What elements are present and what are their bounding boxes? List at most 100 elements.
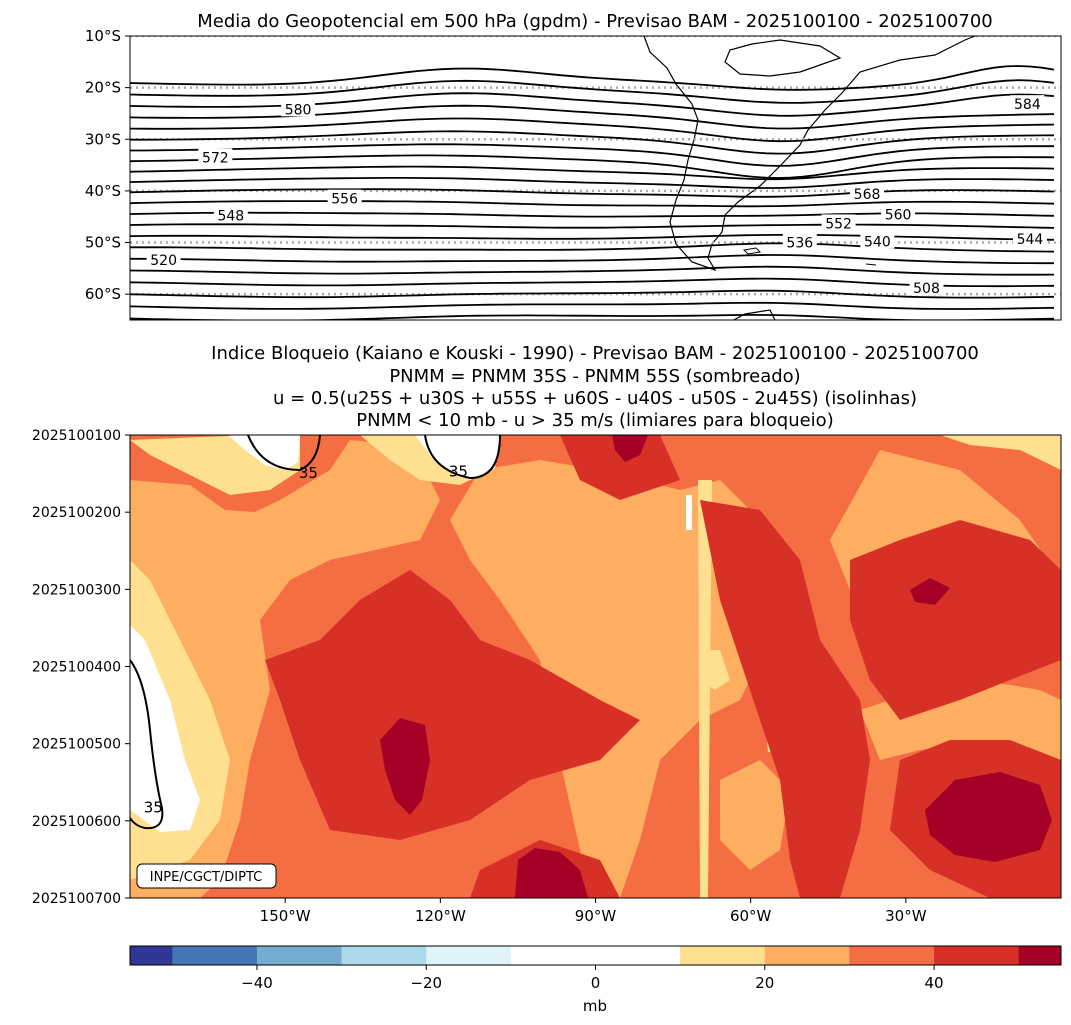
colorbar-segment (130, 946, 173, 965)
lon-tick-label: 150°W (260, 907, 311, 925)
colorbar-segment (764, 946, 850, 965)
colorbar: −40 −20 0 20 40 mb (129, 945, 1062, 1015)
date-tick-label: 2025100100 (32, 428, 121, 444)
colorbar-ticks: −40 −20 0 20 40 (241, 965, 944, 992)
colorbar-tick-label: −20 (410, 974, 442, 992)
bottom-title-line-1: Indice Bloqueio (Kaiano e Kouski - 1990)… (211, 343, 979, 364)
colorbar-segment (426, 946, 512, 965)
field-50plus-southeast (925, 772, 1052, 862)
colorbar-segment (849, 946, 935, 965)
geopotential-isoline (130, 154, 1055, 179)
lat-tick-label: 60°S (85, 285, 121, 303)
geopotential-isoline (130, 265, 1055, 276)
contour-label-bg (281, 100, 316, 117)
field-10-20-strip (698, 480, 712, 898)
geopotential-isoline (130, 254, 1054, 265)
contour-label-bg (327, 189, 362, 206)
blocking-index-field (130, 435, 1061, 898)
lon-tick-label: 30°W (885, 907, 927, 925)
u35-label: 35 (144, 799, 163, 817)
contour-label: 584 (1014, 97, 1041, 113)
geopotential-isoline (130, 301, 1055, 310)
u35-contour-3 (130, 659, 164, 830)
top-panel: Media do Geopotencial em 500 hPa (gpdm) … (85, 11, 1062, 321)
date-tick-label: 2025100400 (32, 660, 121, 676)
contour-label-bg (850, 185, 885, 202)
u35-contour-labels: 35 35 35 (144, 462, 468, 817)
field-50plus-east-small (910, 578, 950, 605)
contour-label-bg (213, 206, 248, 223)
bottom-title-line-3: u = 0.5(u25S + u30S + u55S + u60S - u40S… (273, 388, 917, 409)
date-tick-label: 2025100700 (32, 891, 121, 907)
u35-contour-1 (247, 435, 321, 472)
bottom-title-line-4: PNMM < 10 mb - u > 35 m/s (limiares para… (356, 410, 833, 431)
u35-label: 35 (299, 464, 318, 482)
lat-tick-label: 50°S (85, 234, 121, 252)
field-40-50-east (850, 520, 1061, 720)
bottom-title-line-2: PNMM = PNMM 35S - PNMM 55S (sombreado) (389, 366, 800, 387)
field-40-50-west (265, 570, 640, 840)
geopotential-isoline (130, 200, 1055, 208)
contour-label: 552 (825, 216, 852, 232)
coastline-north-shore (724, 39, 842, 77)
south-america-coastline (643, 36, 976, 272)
contour-label: 572 (202, 150, 229, 166)
geopotential-isoline (130, 117, 1055, 143)
colorbar-segment (1018, 946, 1062, 965)
island-south-georgia (865, 263, 877, 266)
colorbar-label: mb (583, 997, 607, 1015)
geopotential-isoline (130, 233, 1055, 241)
contour-label-bg (782, 233, 817, 250)
top-panel-frame (129, 35, 1062, 321)
colorbar-tick-label: 0 (591, 974, 601, 992)
top-panel-title: Media do Geopotencial em 500 hPa (gpdm) … (197, 11, 993, 32)
contour-label: 580 (285, 102, 312, 118)
contour-label-bg (881, 205, 916, 222)
colorbar-segment (934, 946, 1020, 965)
colorbar-segment (595, 946, 681, 965)
geopotential-isoline (130, 65, 1055, 91)
date-tick-label: 2025100200 (32, 505, 121, 521)
colorbar-tick-label: −40 (241, 974, 273, 992)
field-40-50-north (560, 435, 680, 500)
geopotential-isoline (130, 277, 1055, 288)
colorbar-tick-label: 20 (755, 974, 774, 992)
colorbar-segment (341, 946, 427, 965)
bottom-panel: Indice Bloqueio (Kaiano e Kouski - 1990)… (32, 343, 1062, 925)
u35-label: 35 (449, 462, 468, 480)
lon-tick-label: 120°W (415, 907, 466, 925)
field-50plus-west (380, 718, 430, 815)
contour-label: 560 (885, 208, 912, 224)
contour-label: 568 (854, 187, 881, 203)
contour-label-bg (1010, 95, 1045, 112)
geopotential-contours (130, 65, 1055, 320)
field-20-30-blob (720, 760, 790, 870)
geopotential-contour-labels: 580 584 572 568 556 548 560 552 536 540 544 520 508 (146, 95, 1047, 297)
credit-box-frame (136, 863, 277, 889)
colorbar-segments (130, 946, 1062, 965)
colorbar-segment (172, 946, 258, 965)
field-below-10-north (415, 435, 500, 480)
geopotential-isoline (130, 289, 1055, 299)
contour-label: 520 (150, 253, 177, 269)
credit-box: INPE/CGCT/DIPTC (136, 863, 277, 889)
contour-label-bg (1012, 229, 1047, 246)
field-10-20-upper-right (940, 435, 1061, 470)
geopotential-isoline (130, 223, 1055, 229)
field-below-10-nw (228, 435, 300, 470)
geopotential-isoline (130, 143, 1054, 167)
lat-tick-label: 30°S (85, 130, 121, 148)
bottom-x-ticks: 150°W 120°W 90°W 60°W 30°W (260, 898, 927, 925)
contour-label: 536 (786, 236, 813, 252)
colorbar-segment (256, 946, 343, 965)
field-below-10-west (130, 625, 200, 832)
lon-tick-label: 90°W (575, 907, 617, 925)
field-40-50-central (700, 500, 870, 898)
date-tick-label: 2025100300 (32, 582, 121, 598)
contour-label-bg (909, 278, 944, 295)
field-50plus-south (515, 848, 588, 898)
colorbar-segment (680, 946, 766, 965)
lat-tick-label: 20°S (85, 79, 121, 97)
u35-contour-2 (424, 435, 501, 480)
contour-label-bg (146, 251, 181, 268)
